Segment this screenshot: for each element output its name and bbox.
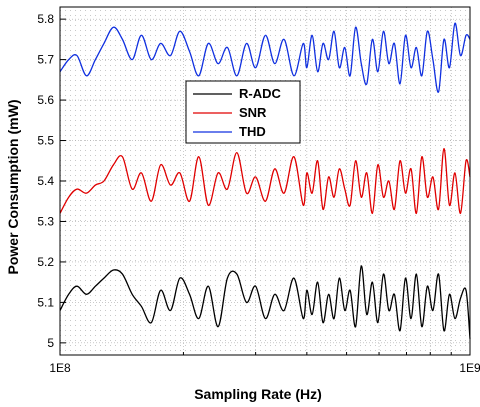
series-line-snr <box>59 147 471 215</box>
legend-box <box>185 80 301 144</box>
y-tick-label: 5.7 <box>37 53 54 67</box>
y-tick-label: 5.1 <box>37 295 54 309</box>
legend-label-r-adc: R-ADC <box>239 86 281 101</box>
y-tick-label: 5.8 <box>37 12 54 26</box>
series-line-thd <box>59 22 471 93</box>
axis-ticks: 5 5.1 5.2 5.3 5.4 5.5 5.6 5.7 5.8 1E8 1E9 <box>37 12 480 375</box>
legend-label-thd: THD <box>239 124 266 139</box>
legend-label-snr: SNR <box>239 105 267 120</box>
y-tick-label: 5 <box>47 336 54 350</box>
series-group <box>59 22 471 339</box>
y-tick-label: 5.4 <box>37 174 54 188</box>
y-tick-label: 5.2 <box>37 255 54 269</box>
x-axis-label: Sampling Rate (Hz) <box>194 386 322 402</box>
legend: R-ADC SNR THD <box>185 80 301 144</box>
y-tick-label: 5.5 <box>37 134 54 148</box>
x-tick-label: 1E8 <box>49 361 71 375</box>
y-tick-label: 5.6 <box>37 93 54 107</box>
y-tick-label: 5.3 <box>37 214 54 228</box>
series-line-r-adc <box>59 265 471 339</box>
x-tick-label: 1E9 <box>459 361 480 375</box>
y-axis-label: Power Consumption (mW) <box>5 100 21 275</box>
